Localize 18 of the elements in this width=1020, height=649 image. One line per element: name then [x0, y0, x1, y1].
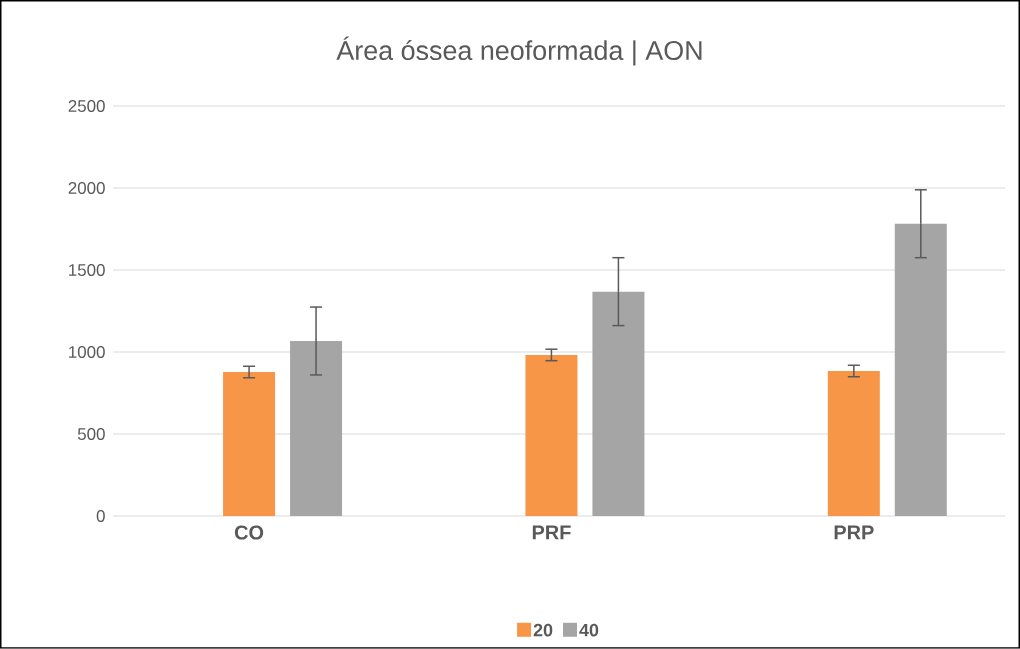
x-tick-label: CO — [234, 525, 264, 540]
bar — [223, 372, 276, 517]
chart-title: Área óssea neoformada | AON — [336, 36, 702, 66]
bar — [525, 355, 578, 517]
legend-label: 40 — [579, 623, 599, 637]
y-tick-label: 2500 — [68, 100, 105, 113]
y-tick-label: 1000 — [69, 346, 105, 359]
y-tick-label: 2000 — [68, 182, 105, 195]
y-tick-label: 1500 — [69, 264, 105, 277]
y-tick-label: 500 — [77, 428, 105, 441]
y-tick-label: 0 — [96, 510, 105, 523]
x-tick-label: PRF — [532, 525, 571, 540]
bar — [827, 371, 880, 517]
bar — [592, 291, 645, 517]
legend-label: 20 — [533, 623, 553, 637]
bar — [894, 223, 947, 517]
x-tick-label: PRP — [834, 525, 874, 540]
bar — [290, 341, 343, 517]
